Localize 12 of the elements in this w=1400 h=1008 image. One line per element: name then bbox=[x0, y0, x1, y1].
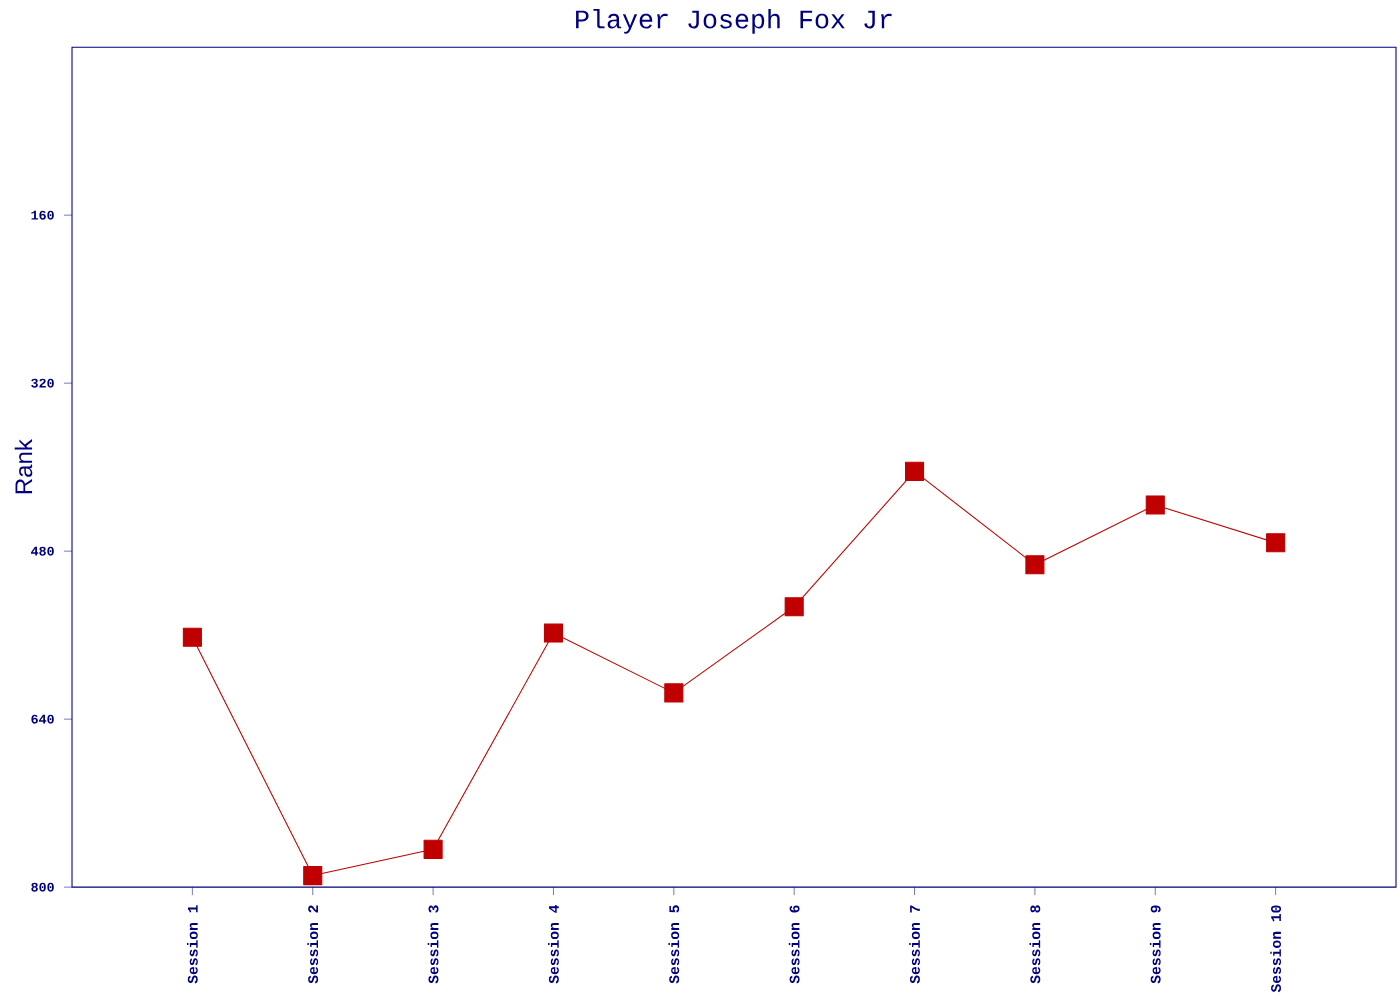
point bbox=[904, 462, 925, 482]
point bbox=[303, 866, 323, 886]
point bbox=[543, 623, 564, 644]
y-axis-title: Rank bbox=[14, 439, 33, 494]
point bbox=[784, 597, 804, 617]
point bbox=[1145, 495, 1165, 515]
point bbox=[664, 683, 684, 703]
point bbox=[182, 628, 202, 648]
point bbox=[1266, 533, 1286, 553]
point bbox=[423, 840, 443, 860]
chart-title: Player Joseph Fox Jr bbox=[576, 9, 892, 35]
point bbox=[1025, 555, 1045, 575]
